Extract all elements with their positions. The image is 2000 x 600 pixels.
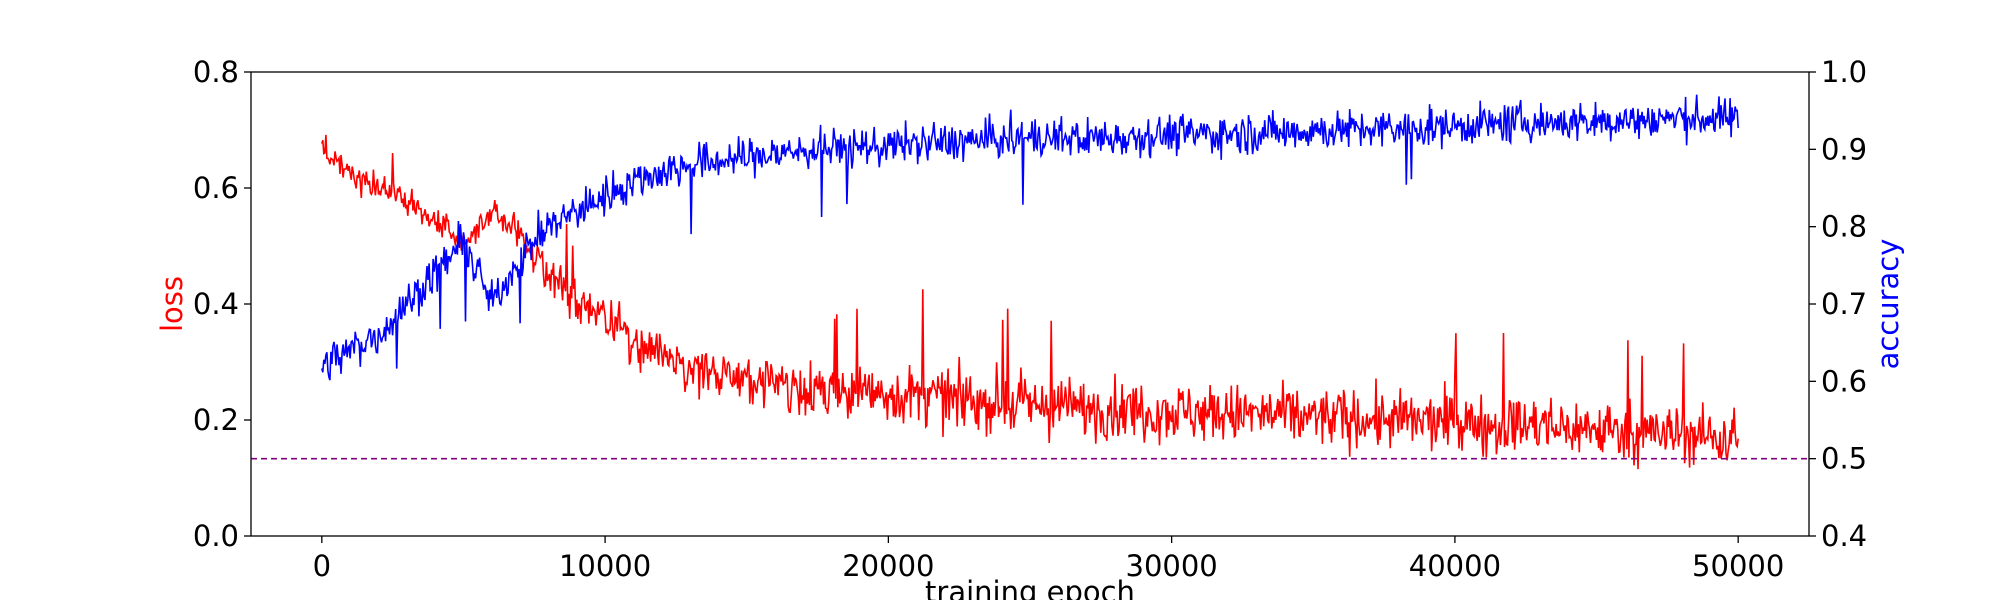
- x-tick-label: 50000: [1692, 549, 1784, 583]
- y-left-axis-title: loss: [155, 276, 189, 332]
- x-tick-label: 0: [313, 549, 331, 583]
- plot-frame: [250, 71, 1810, 537]
- y-left-tick-label: 0.4: [193, 287, 239, 321]
- accuracy-line: [321, 94, 1739, 381]
- y-left-tick-label: 0.0: [193, 519, 239, 553]
- y-right-tick-label: 0.5: [1821, 442, 1867, 476]
- x-tick-label: 10000: [559, 549, 651, 583]
- loss-line: [321, 134, 1739, 470]
- y-right-tick-label: 1.0: [1821, 55, 1867, 89]
- y-left-tick-label: 0.6: [193, 171, 239, 205]
- series-layer: [321, 94, 1739, 470]
- y-right-tick-label: 0.9: [1821, 132, 1867, 166]
- y-right-tick-label: 0.4: [1821, 519, 1867, 553]
- x-tick-label: 40000: [1409, 549, 1501, 583]
- y-right-tick-label: 0.8: [1821, 210, 1867, 244]
- y-left-tick-label: 0.2: [193, 403, 239, 437]
- y-right-axis-title: accuracy: [1871, 239, 1905, 370]
- y-right-tick-label: 0.6: [1821, 364, 1867, 398]
- ticks-layer: 0 10000 20000 30000 40000 50000 0.0 0.2 0.4 0.6 0.…: [193, 55, 1867, 583]
- x-axis-title: training epoch: [925, 575, 1135, 600]
- y-left-tick-label: 0.8: [193, 55, 239, 89]
- x-tick-label: 30000: [1126, 549, 1218, 583]
- y-right-tick-label: 0.7: [1821, 287, 1867, 321]
- x-tick-label: 20000: [842, 549, 934, 583]
